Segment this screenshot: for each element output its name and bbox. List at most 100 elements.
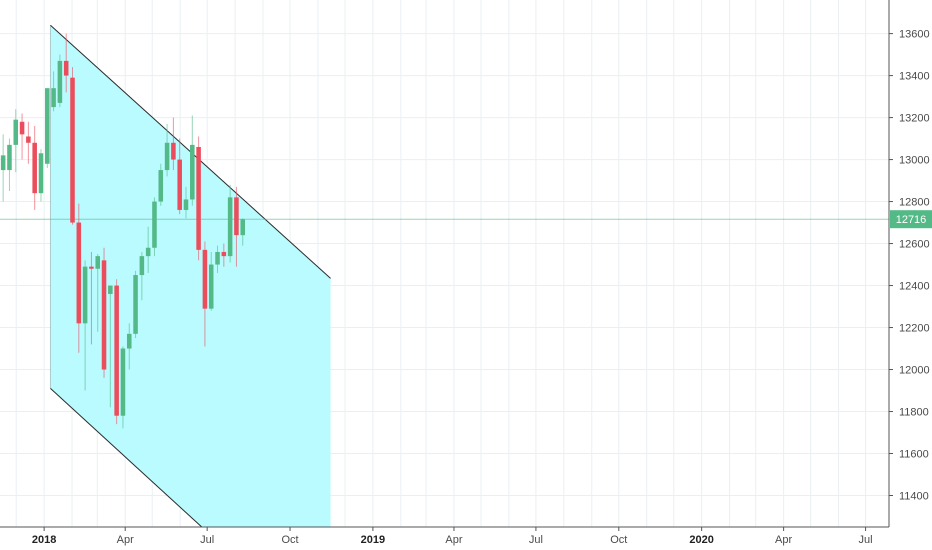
x-tick-label: Apr bbox=[445, 534, 462, 546]
candle-up[interactable] bbox=[7, 138, 12, 192]
candle-up[interactable] bbox=[108, 285, 113, 408]
candle-body bbox=[114, 285, 119, 416]
candle-up[interactable] bbox=[145, 226, 151, 273]
candle-up[interactable] bbox=[227, 184, 233, 263]
candle-down[interactable] bbox=[89, 251, 94, 345]
candle-body bbox=[32, 142, 37, 194]
x-tick-label: Jul bbox=[529, 534, 543, 546]
candle-body bbox=[7, 144, 12, 171]
candle-up[interactable] bbox=[208, 251, 214, 311]
x-tick-label: Jul bbox=[200, 534, 214, 546]
y-tick-label: 11400 bbox=[899, 491, 929, 503]
candle-up[interactable] bbox=[51, 71, 56, 112]
x-tick-label: 2020 bbox=[689, 534, 713, 546]
y-tick-label: 12400 bbox=[899, 281, 930, 293]
candle-body bbox=[13, 119, 19, 145]
candle-up[interactable] bbox=[13, 109, 19, 173]
channel-lower-line[interactable] bbox=[50, 388, 203, 528]
candle-body bbox=[171, 142, 176, 160]
last-price-badge: 12716 bbox=[890, 210, 932, 229]
y-tick-label: 12800 bbox=[899, 197, 930, 209]
candle-down[interactable] bbox=[171, 117, 176, 171]
candle-body bbox=[126, 333, 132, 349]
candle-body bbox=[208, 264, 214, 309]
candlestick-series[interactable] bbox=[0, 33, 246, 429]
candle-body bbox=[19, 121, 25, 135]
candle-up[interactable] bbox=[158, 163, 164, 206]
candle-body bbox=[183, 199, 189, 210]
last-price-badge-text: 12716 bbox=[896, 214, 927, 226]
candle-up[interactable] bbox=[152, 197, 157, 257]
candle-up[interactable] bbox=[120, 346, 126, 429]
candle-down[interactable] bbox=[234, 186, 239, 267]
candle-up[interactable] bbox=[240, 218, 246, 246]
candle-down[interactable] bbox=[221, 243, 227, 267]
candle-body bbox=[234, 197, 239, 236]
candle-body bbox=[190, 144, 195, 200]
x-tick-label: Apr bbox=[775, 534, 792, 546]
candle-body bbox=[101, 260, 107, 370]
candle-down[interactable] bbox=[202, 241, 208, 347]
candle-down[interactable] bbox=[196, 136, 201, 261]
y-tick-label: 13000 bbox=[899, 155, 930, 167]
candle-down[interactable] bbox=[32, 125, 37, 210]
candle-body bbox=[76, 222, 82, 324]
candle-up[interactable] bbox=[95, 254, 100, 332]
y-tick-label: 12000 bbox=[899, 365, 930, 377]
candle-body bbox=[70, 77, 75, 223]
candle-body bbox=[202, 249, 208, 309]
candle-up[interactable] bbox=[190, 115, 195, 206]
candle-body bbox=[164, 142, 170, 171]
candle-up[interactable] bbox=[133, 270, 138, 339]
candle-up[interactable] bbox=[0, 134, 6, 202]
candle-body bbox=[82, 266, 88, 324]
x-tick-label: Jul bbox=[859, 534, 873, 546]
y-tick-label: 13400 bbox=[899, 71, 930, 83]
candle-down[interactable] bbox=[101, 247, 107, 378]
candle-body bbox=[45, 88, 50, 164]
candle-body bbox=[120, 348, 126, 416]
candle-up[interactable] bbox=[164, 123, 170, 177]
candle-up[interactable] bbox=[126, 323, 132, 370]
regression-channel[interactable] bbox=[49, 24, 331, 528]
candle-body bbox=[145, 247, 151, 257]
x-tick-label: Apr bbox=[117, 534, 134, 546]
candle-body bbox=[38, 153, 44, 194]
x-tick-label: Oct bbox=[281, 534, 298, 546]
candle-up[interactable] bbox=[38, 149, 44, 202]
candle-body bbox=[152, 201, 157, 248]
x-tick-label: 2019 bbox=[361, 534, 385, 546]
candle-down[interactable] bbox=[114, 279, 119, 425]
candle-down[interactable] bbox=[63, 33, 69, 93]
candle-body bbox=[26, 136, 31, 143]
candle-body bbox=[196, 146, 201, 250]
candle-down[interactable] bbox=[76, 203, 82, 353]
candle-body bbox=[227, 197, 233, 257]
candle-body bbox=[51, 88, 56, 108]
candle-body bbox=[63, 60, 69, 76]
candle-body bbox=[139, 256, 145, 276]
candle-up[interactable] bbox=[82, 260, 88, 391]
y-tick-label: 13200 bbox=[899, 113, 930, 125]
last-price-badge-bg bbox=[890, 210, 932, 229]
y-tick-label: 12200 bbox=[899, 323, 930, 335]
candle-down[interactable] bbox=[70, 67, 75, 225]
y-tick-label: 11600 bbox=[899, 449, 929, 461]
candle-up[interactable] bbox=[45, 88, 50, 168]
candle-up[interactable] bbox=[57, 54, 63, 108]
candle-body bbox=[0, 155, 6, 171]
candle-down[interactable] bbox=[177, 138, 182, 215]
candle-body bbox=[221, 251, 227, 257]
candle-up[interactable] bbox=[183, 186, 189, 219]
candle-down[interactable] bbox=[19, 113, 25, 160]
candle-down[interactable] bbox=[26, 121, 31, 164]
y-tick-label: 11800 bbox=[899, 407, 929, 419]
candle-up[interactable] bbox=[139, 251, 145, 301]
candle-body bbox=[133, 275, 138, 334]
candle-up[interactable] bbox=[215, 245, 220, 273]
channel-fill[interactable] bbox=[50, 25, 331, 527]
candle-body bbox=[240, 219, 246, 236]
candle-body bbox=[57, 60, 63, 103]
